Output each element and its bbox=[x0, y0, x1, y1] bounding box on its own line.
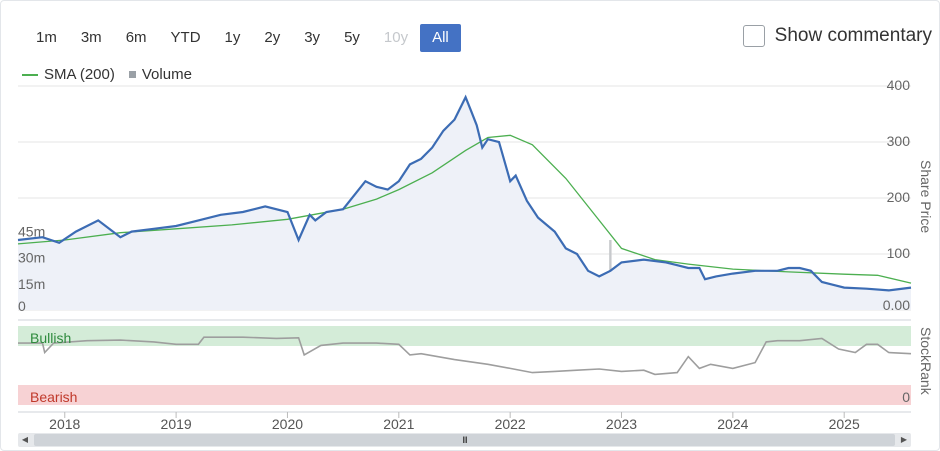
x-tick-label: 2021 bbox=[383, 416, 414, 432]
bearish-band bbox=[18, 385, 911, 405]
show-commentary-toggle[interactable]: Show commentary bbox=[742, 25, 932, 47]
range-button-10y: 10y bbox=[383, 29, 409, 46]
range-button-2y[interactable]: 2y bbox=[264, 29, 281, 46]
volume-legend-label[interactable]: Volume bbox=[141, 66, 192, 83]
x-tick-label: 2019 bbox=[161, 416, 192, 432]
price-area-fill bbox=[18, 97, 911, 310]
stockrank-axis-title: StockRank bbox=[918, 327, 934, 396]
price-line bbox=[17, 94, 912, 292]
share-price-tick-label: 200 bbox=[887, 189, 911, 205]
bullish-label: Bullish bbox=[30, 330, 71, 346]
share-price-tick-label: 300 bbox=[887, 133, 911, 149]
x-tick-label: 2023 bbox=[606, 416, 637, 432]
commentary-checkbox[interactable] bbox=[742, 25, 765, 47]
grip-icon: III bbox=[462, 435, 467, 445]
sma-line bbox=[17, 134, 912, 284]
share-price-zero-label: 0.00 bbox=[883, 297, 910, 313]
sma-legend-swatch bbox=[22, 73, 38, 76]
volume-tick-label: 15m bbox=[18, 276, 45, 292]
range-button-ytd[interactable]: YTD bbox=[170, 29, 201, 46]
x-tick-label: 2020 bbox=[272, 416, 303, 432]
bearish-label: Bearish bbox=[30, 389, 77, 405]
range-button-6m[interactable]: 6m bbox=[125, 29, 147, 46]
range-selector: 1m 3m 6m YTD 1y 2y 3y 5y 10y All bbox=[24, 24, 461, 52]
stockrank-line bbox=[18, 336, 912, 376]
x-tick-label: 2025 bbox=[829, 416, 860, 432]
bullish-band bbox=[18, 326, 911, 346]
volume-tick-label: 0 bbox=[18, 298, 26, 314]
volume-tick-label: 45m bbox=[18, 223, 45, 239]
scroll-left-arrow-icon[interactable]: ◀ bbox=[21, 435, 29, 444]
share-price-tick-label: 100 bbox=[887, 245, 911, 261]
sma-legend-label[interactable]: SMA (200) bbox=[44, 66, 115, 83]
range-button-all[interactable]: All bbox=[420, 24, 461, 52]
range-button-3m[interactable]: 3m bbox=[80, 29, 102, 46]
range-button-3y[interactable]: 3y bbox=[304, 29, 321, 46]
range-button-1y[interactable]: 1y bbox=[224, 29, 241, 46]
scroll-right-arrow-icon[interactable]: ▶ bbox=[900, 435, 908, 444]
scrollbar-thumb[interactable]: III bbox=[34, 434, 895, 446]
chart-legend: SMA (200) Volume bbox=[22, 66, 192, 83]
range-button-5y[interactable]: 5y bbox=[344, 29, 360, 46]
x-tick-label: 2018 bbox=[49, 416, 80, 432]
volume-legend-swatch bbox=[128, 71, 136, 78]
volume-tick-label: 30m bbox=[18, 250, 45, 266]
range-button-1m[interactable]: 1m bbox=[36, 29, 57, 46]
share-price-tick-label: 400 bbox=[887, 77, 911, 93]
x-tick-label: 2022 bbox=[495, 416, 526, 432]
share-price-axis-title: Share Price bbox=[918, 160, 934, 233]
x-tick-label: 2024 bbox=[717, 416, 748, 432]
horizontal-scrollbar[interactable]: ◀ III ▶ bbox=[18, 433, 911, 447]
stockrank-zero-label: 0 bbox=[902, 389, 910, 405]
commentary-label: Show commentary bbox=[774, 25, 932, 46]
